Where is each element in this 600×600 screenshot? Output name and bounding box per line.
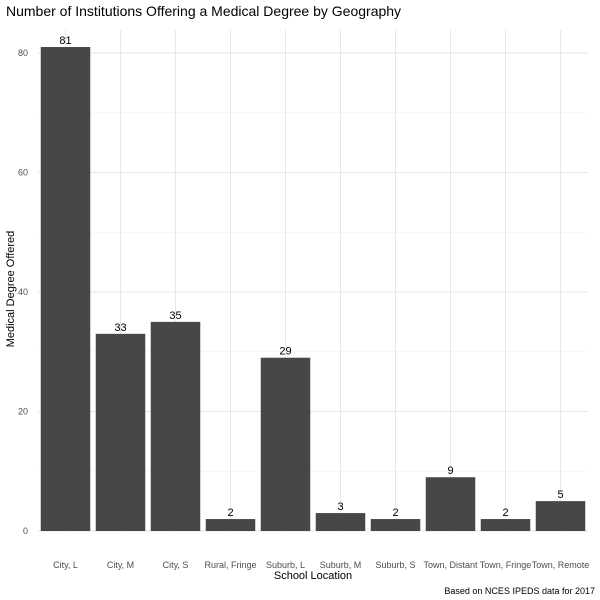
bar xyxy=(40,47,91,532)
x-tick-label: Suburb, M xyxy=(320,560,362,570)
data-label: 2 xyxy=(392,507,398,519)
chart-title: Number of Institutions Offering a Medica… xyxy=(6,3,401,19)
bar xyxy=(480,519,531,531)
bar xyxy=(315,513,366,531)
x-tick-label: City, S xyxy=(163,560,189,570)
y-tick-label: 20 xyxy=(18,407,28,417)
y-tick-label: 80 xyxy=(18,48,28,58)
data-label: 5 xyxy=(557,489,563,501)
y-tick-label: 60 xyxy=(18,168,28,178)
y-tick-label: 40 xyxy=(18,287,28,297)
x-tick-label: Town, Fringe xyxy=(480,560,532,570)
data-label: 35 xyxy=(169,310,181,322)
bars xyxy=(40,47,586,532)
bar xyxy=(535,501,586,531)
bar xyxy=(205,519,256,531)
chart-caption: Based on NCES IPEDS data for 2017 xyxy=(444,586,595,596)
y-axis-ticks: 0 20 40 60 80 xyxy=(18,48,28,536)
bar xyxy=(150,321,201,531)
x-tick-label: City, M xyxy=(107,560,134,570)
bar xyxy=(370,519,421,531)
x-tick-label: Town, Distant xyxy=(423,560,478,570)
x-axis-title: School Location xyxy=(274,570,352,582)
data-label: 3 xyxy=(337,501,343,513)
x-tick-label: Rural, Fringe xyxy=(204,560,256,570)
x-axis-ticks: City, L City, M City, S Rural, Fringe Suburb… xyxy=(53,560,589,570)
bar xyxy=(425,477,476,531)
y-tick-label: 0 xyxy=(23,526,28,536)
x-tick-label: Suburb, L xyxy=(266,560,305,570)
data-label: 2 xyxy=(502,507,508,519)
x-tick-label: Town, Remote xyxy=(532,560,590,570)
x-tick-label: City, L xyxy=(53,560,78,570)
data-label: 29 xyxy=(279,346,291,358)
x-tick-label: Suburb, S xyxy=(375,560,415,570)
bar xyxy=(95,333,146,531)
data-label: 9 xyxy=(447,465,453,477)
bar xyxy=(260,357,311,531)
y-axis-title: Medical Degree Offered xyxy=(5,231,17,348)
data-label: 2 xyxy=(227,507,233,519)
data-label: 81 xyxy=(59,35,71,47)
data-label: 33 xyxy=(114,322,126,334)
